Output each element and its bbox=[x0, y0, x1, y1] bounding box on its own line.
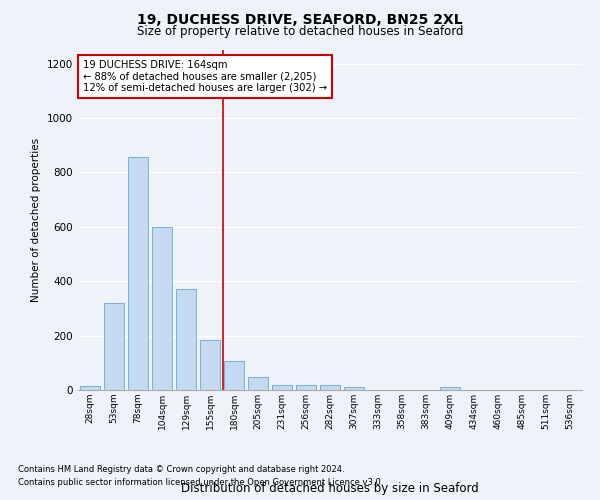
Bar bbox=[224, 362, 244, 390]
Text: Contains HM Land Registry data © Crown copyright and database right 2024.: Contains HM Land Registry data © Crown c… bbox=[18, 466, 344, 474]
Bar bbox=[320, 385, 340, 390]
Text: Contains public sector information licensed under the Open Government Licence v3: Contains public sector information licen… bbox=[18, 478, 383, 487]
Bar bbox=[104, 303, 124, 390]
Bar bbox=[176, 290, 196, 390]
Bar bbox=[80, 386, 100, 390]
Bar bbox=[248, 377, 268, 390]
Text: Size of property relative to detached houses in Seaford: Size of property relative to detached ho… bbox=[137, 25, 463, 38]
Bar bbox=[296, 385, 316, 390]
Text: 19 DUCHESS DRIVE: 164sqm
← 88% of detached houses are smaller (2,205)
12% of sem: 19 DUCHESS DRIVE: 164sqm ← 88% of detach… bbox=[83, 60, 327, 94]
Bar bbox=[344, 388, 364, 390]
Bar bbox=[128, 158, 148, 390]
Y-axis label: Number of detached properties: Number of detached properties bbox=[31, 138, 41, 302]
Bar bbox=[152, 227, 172, 390]
Bar bbox=[272, 384, 292, 390]
Text: 19, DUCHESS DRIVE, SEAFORD, BN25 2XL: 19, DUCHESS DRIVE, SEAFORD, BN25 2XL bbox=[137, 12, 463, 26]
Bar bbox=[200, 340, 220, 390]
Bar bbox=[440, 388, 460, 390]
X-axis label: Distribution of detached houses by size in Seaford: Distribution of detached houses by size … bbox=[181, 482, 479, 495]
